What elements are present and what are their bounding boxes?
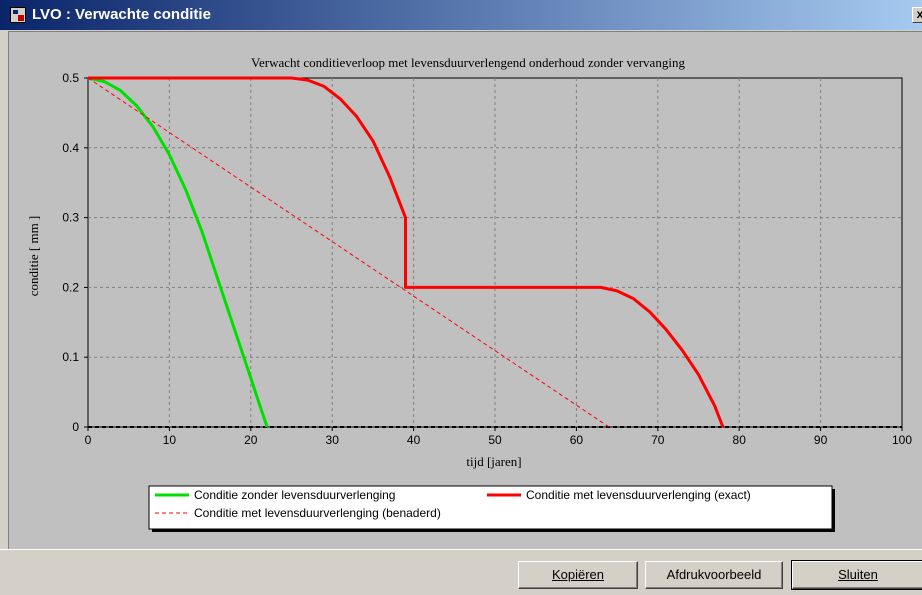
x-tick-label: 90 — [814, 433, 828, 447]
series-line-2 — [88, 76, 725, 428]
afdrukvoorbeeld-label: Afdrukvoorbeeld — [666, 567, 762, 582]
window-title: LVO : Verwachte conditie — [32, 6, 211, 23]
x-axis-label: tijd [jaren] — [466, 454, 521, 469]
x-tick-label: 80 — [733, 433, 747, 447]
x-tick-label: 50 — [488, 433, 502, 447]
legend: Conditie zonder levensduurverlenging Cond… — [148, 485, 835, 532]
y-tick-label: 0.4 — [62, 141, 79, 155]
x-tick-label: 30 — [326, 433, 340, 447]
y-tick-label: 0.1 — [62, 350, 79, 364]
x-tick-label: 70 — [651, 433, 665, 447]
x-tick-label: 0 — [85, 433, 92, 447]
close-button[interactable]: x — [912, 7, 922, 23]
kopieren-button[interactable]: Kopiëren — [518, 561, 638, 589]
series-line-1 — [87, 76, 269, 428]
afdrukvoorbeeld-button[interactable]: Afdrukvoorbeeld — [645, 561, 783, 589]
legend-label-3: Conditie met levensduurverlenging (benad… — [194, 506, 441, 520]
title-bar: LVO : Verwachte conditie x — [0, 0, 922, 30]
x-tick-label: 100 — [892, 433, 912, 447]
x-tick-label: 40 — [407, 433, 421, 447]
legend-label-2: Conditie met levensduurverlenging (exact… — [526, 488, 751, 502]
chart-title: Verwacht conditieverloop met levensduurv… — [251, 55, 685, 70]
kopieren-label: Kopiëren — [551, 567, 605, 582]
x-tick-label: 60 — [570, 433, 584, 447]
sluiten-label: Sluiten — [838, 567, 878, 582]
panel-divider — [0, 549, 922, 550]
y-axis-label: conditie [ mm ] — [26, 216, 41, 297]
y-tick-label: 0.2 — [62, 280, 79, 294]
y-tick-label: 0.5 — [62, 71, 79, 85]
y-tick-label: 0 — [72, 420, 79, 434]
x-tick-label: 20 — [244, 433, 258, 447]
x-tick-label: 10 — [163, 433, 177, 447]
legend-label-1: Conditie zonder levensduurverlenging — [194, 488, 395, 502]
app-icon — [10, 7, 26, 23]
y-tick-label: 0.3 — [62, 211, 79, 225]
legend-box — [148, 485, 833, 530]
condition-chart: 0 10 20 30 40 50 60 70 80 90 100 0 0.1 0.2 0.3 0.4 0.5 V… — [26, 55, 912, 532]
sluiten-button[interactable]: Sluiten — [791, 560, 922, 590]
